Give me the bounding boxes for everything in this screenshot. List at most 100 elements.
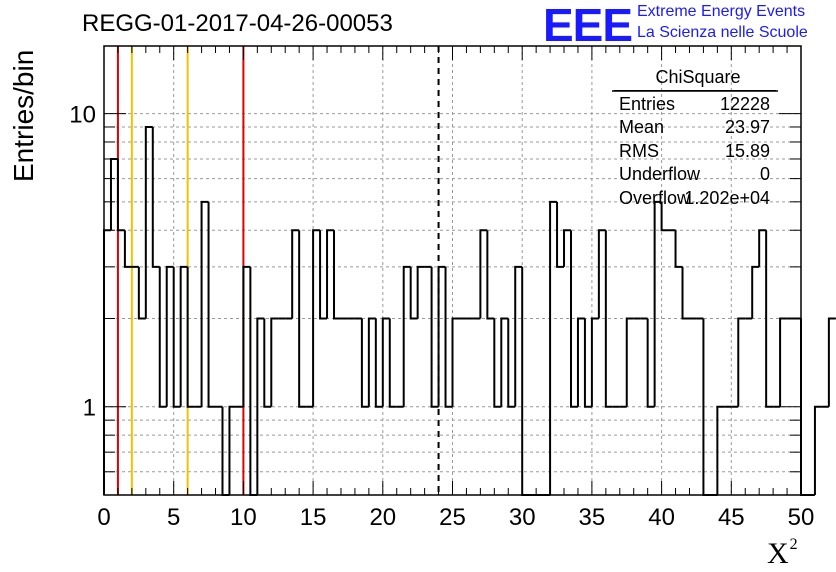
histogram-bin	[646, 318, 655, 408]
histogram-bin	[660, 201, 669, 232]
histogram-bin	[158, 266, 167, 408]
histogram-bin	[312, 229, 321, 407]
x-tick-label: 25	[439, 504, 466, 531]
histogram-bin	[604, 230, 613, 408]
histogram-bin	[256, 317, 265, 495]
histogram-bin	[737, 317, 746, 407]
histogram-bin	[319, 230, 328, 320]
x-axis-label-superscript: 2	[789, 536, 798, 553]
histogram-bin	[563, 229, 571, 267]
stats-row-rms: RMS 15.89	[610, 140, 780, 164]
histogram-bin	[500, 317, 509, 407]
histogram-bin	[109, 157, 118, 231]
x-tick-label: 15	[300, 504, 327, 531]
histogram-bin	[242, 265, 251, 407]
stats-value: 15.89	[724, 140, 770, 161]
histogram-bin	[451, 317, 460, 407]
histogram-bin	[207, 201, 216, 408]
histogram-bin	[576, 317, 585, 407]
stats-value: 0	[759, 164, 770, 184]
x-tick-label: 10	[230, 504, 257, 531]
stats-key: Entries	[619, 93, 676, 114]
histogram-bin	[765, 230, 774, 408]
stats-key: Overflow	[619, 187, 691, 208]
histogram-bin	[507, 318, 516, 408]
histogram-bin	[374, 318, 383, 408]
histogram-bin	[381, 317, 390, 407]
histogram-bin	[625, 317, 634, 407]
histogram-bin	[827, 317, 836, 407]
histogram-bin	[388, 318, 397, 408]
histogram-bin	[165, 265, 174, 407]
histogram-bin	[486, 230, 495, 320]
eee-logo-line2: La Scienza nelle Scuole	[637, 24, 808, 41]
x-axis-label-base: X	[767, 537, 789, 570]
x-tick-label: 40	[648, 504, 675, 531]
x-tick-label: 0	[97, 504, 110, 531]
histogram-bin	[800, 318, 808, 496]
plot-title: REGG-01-2017-04-26-00053	[82, 10, 393, 37]
x-tick-label: 5	[167, 504, 180, 531]
stats-key: Underflow	[619, 164, 701, 184]
histogram-bin	[179, 265, 188, 407]
stats-title-rule	[614, 89, 776, 91]
histogram-bin	[151, 126, 160, 268]
stats-key: Mean	[619, 117, 665, 137]
histogram-bin	[444, 266, 453, 408]
stats-row-overflow: Overflow 1.202e+04	[610, 187, 780, 211]
histogram-bin	[813, 405, 822, 495]
stats-value: 1.202e+04	[684, 187, 770, 208]
histogram-bin	[103, 229, 111, 495]
y-tick-label: 1	[83, 395, 96, 422]
histogram-bin	[493, 318, 502, 408]
histogram-bin	[416, 265, 425, 319]
histogram-bin	[430, 266, 439, 408]
histogram-bin	[779, 317, 788, 407]
histogram-bin	[249, 266, 258, 496]
histogram-bin	[569, 230, 578, 408]
histogram-bin	[360, 318, 369, 408]
histogram-bin	[597, 229, 606, 319]
histogram-bin	[556, 201, 565, 268]
histogram-bin	[521, 266, 530, 496]
histogram-bin	[123, 230, 132, 268]
x-tick-label: 50	[788, 504, 815, 531]
histogram-bin	[590, 317, 599, 407]
stats-value: 12228	[719, 93, 770, 114]
eee-logo-mark: EEE	[543, 0, 633, 51]
y-tick-label: 10	[69, 102, 96, 129]
x-axis-label: X2	[767, 536, 798, 571]
x-tick-label: 35	[579, 504, 606, 531]
histogram-bin	[116, 158, 125, 232]
histogram-bin	[402, 265, 411, 407]
histogram-bin	[716, 405, 725, 495]
stats-row-entries: Entries 12228	[610, 93, 780, 117]
histogram-bin	[326, 229, 335, 319]
histogram-bin	[270, 317, 279, 407]
x-tick-label: 30	[509, 504, 536, 531]
histogram-bin	[137, 266, 146, 320]
x-tick-label: 45	[718, 504, 745, 531]
histogram-bin	[479, 229, 488, 319]
histogram-bin	[653, 200, 662, 407]
histogram-bin	[298, 230, 307, 408]
stats-title: ChiSquare	[655, 67, 741, 87]
stats-row-underflow: Underflow 0	[610, 163, 780, 187]
histogram-bin	[758, 229, 767, 267]
histogram-bin	[200, 200, 209, 407]
histogram-bin	[263, 318, 272, 408]
histogram-bin	[367, 317, 376, 407]
histogram-bin	[681, 266, 690, 320]
histogram-bin	[186, 266, 195, 408]
x-tick-label: 20	[369, 504, 396, 531]
histogram-bin	[291, 229, 300, 319]
histogram-bin	[144, 125, 153, 319]
histogram-bin	[674, 230, 683, 268]
histogram-bin	[409, 266, 418, 320]
y-axis-label: Entries/bin	[8, 49, 39, 182]
stats-row-mean: Mean 23.97	[610, 116, 780, 140]
stats-value: 23.97	[724, 117, 770, 137]
stats-key: RMS	[619, 140, 659, 161]
histogram-bin	[437, 265, 446, 407]
